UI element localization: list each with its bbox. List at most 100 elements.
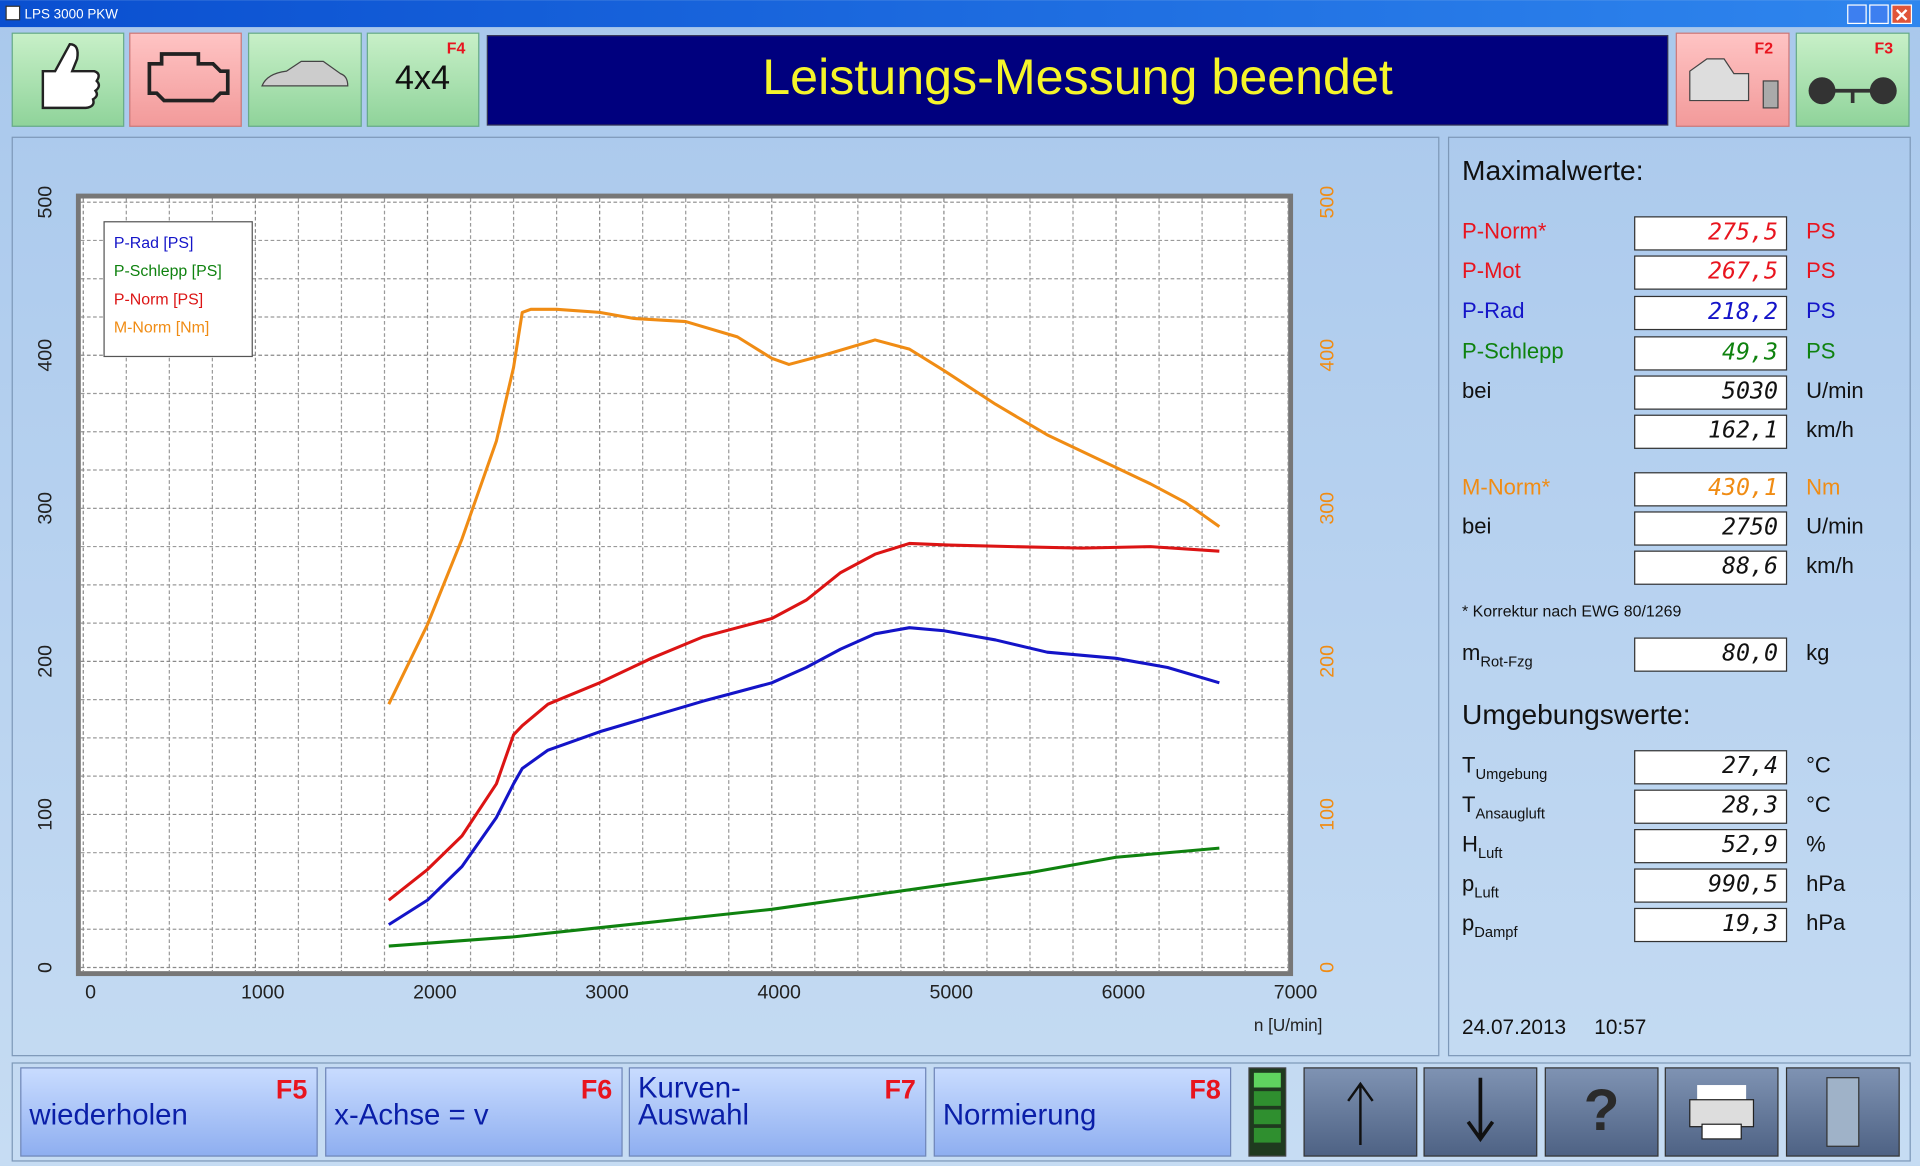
value: 990,5	[1708, 870, 1778, 897]
x-tick-label: 5000	[929, 981, 973, 1003]
y-tick-label: 300	[35, 492, 57, 525]
value: 80,0	[1722, 640, 1778, 667]
value: 28,3	[1722, 792, 1778, 819]
unit: PS	[1806, 219, 1835, 244]
panel-title: Umgebungswerte:	[1462, 699, 1691, 730]
value-box	[1634, 868, 1788, 903]
value: 19,3	[1722, 910, 1778, 937]
row-label: TUmgebung	[1462, 753, 1547, 784]
awd-button[interactable]	[366, 32, 480, 127]
row-label: bei	[1462, 378, 1491, 403]
symbol: H	[1462, 831, 1478, 856]
value-box	[1634, 472, 1788, 507]
unit: Nm	[1806, 475, 1840, 500]
symbol: p	[1462, 910, 1474, 935]
engine-button[interactable]	[129, 32, 242, 127]
unit: °C	[1806, 792, 1831, 817]
awd-label: 4x4	[395, 59, 450, 97]
row-label: P-Schlepp	[1462, 339, 1564, 364]
function-key[interactable]	[20, 1067, 318, 1157]
window-controls[interactable]	[1847, 4, 1913, 25]
x-axis-label: n [U/min]	[1254, 1015, 1323, 1035]
legend-entry: P-Schlepp [PS]	[114, 263, 222, 280]
subscript: Luft	[1478, 846, 1502, 862]
engine-icon	[147, 52, 230, 103]
x-tick-label: 6000	[1102, 981, 1146, 1003]
app-icon	[5, 5, 21, 21]
value: 162,1	[1708, 417, 1778, 444]
value: 430,1	[1708, 474, 1778, 501]
help-icon: ?	[1584, 1078, 1620, 1143]
key-hint: F5	[276, 1074, 307, 1104]
minimize[interactable]	[1847, 4, 1867, 25]
symbol: T	[1462, 792, 1475, 817]
indicator	[1248, 1067, 1287, 1157]
key-hint: F6	[581, 1074, 612, 1104]
function-key[interactable]	[933, 1067, 1232, 1157]
unit: PS	[1806, 298, 1835, 323]
block-icon	[1762, 80, 1779, 109]
key-hint: F3	[1874, 40, 1893, 57]
series-line	[388, 846, 1220, 948]
value: 267,5	[1708, 257, 1778, 284]
value-box	[1634, 829, 1788, 864]
unit: km/h	[1806, 553, 1854, 578]
value-box	[1634, 550, 1788, 585]
maximize[interactable]	[1869, 4, 1889, 25]
x-tick-label: 7000	[1274, 981, 1318, 1003]
y-tick-label: 0	[35, 962, 57, 973]
printer-icon	[1689, 1085, 1755, 1140]
subscript: Umgebung	[1476, 767, 1548, 783]
unit: %	[1806, 831, 1826, 856]
symbol: m	[1462, 640, 1480, 665]
y-tick-label: 100	[35, 798, 57, 831]
value-box	[1634, 414, 1788, 449]
value: 2750	[1722, 513, 1778, 540]
time: 10:57	[1594, 1016, 1646, 1039]
y2-tick-label: 0	[1317, 962, 1339, 973]
car-side-icon	[1689, 58, 1750, 102]
up-arrow	[1347, 1081, 1374, 1146]
row-label: P-Norm*	[1462, 219, 1547, 244]
symbol: T	[1462, 753, 1475, 778]
unit: PS	[1806, 258, 1835, 283]
subscript: Ansaugluft	[1476, 807, 1545, 823]
help-button[interactable]	[1544, 1067, 1659, 1157]
legend-entry: M-Norm [Nm]	[114, 320, 209, 337]
function-key[interactable]	[628, 1067, 927, 1157]
key-label: Auswahl	[638, 1099, 749, 1132]
rollers-icon	[1808, 77, 1897, 105]
x-tick-label: 1000	[241, 981, 285, 1003]
icon-buttons: ?	[1303, 1067, 1900, 1157]
value: 88,6	[1722, 553, 1778, 580]
key-hint: F4	[447, 40, 466, 57]
plot: 0 1000 2000 3000 4000 5000 6000 700001002003004…	[35, 186, 1339, 1035]
thumb-icon	[41, 42, 101, 110]
key-label: Kurven-	[638, 1072, 741, 1105]
x-tick-label: 3000	[585, 981, 629, 1003]
status-text: Leistungs-Messung beendet	[762, 49, 1393, 105]
unit: °C	[1806, 753, 1831, 778]
y-tick-label: 200	[35, 645, 57, 678]
function-key[interactable]	[325, 1067, 623, 1157]
window-title: LPS 3000 PKW	[24, 6, 118, 21]
value-box	[1634, 750, 1788, 785]
unit: U/min	[1806, 378, 1864, 403]
footnote: * Korrektur nach EWG 80/1269	[1462, 604, 1681, 621]
key-hint: F8	[1189, 1074, 1220, 1104]
key-label: wiederholen	[28, 1099, 187, 1132]
subscript: Rot-Fzg	[1480, 654, 1532, 670]
row-label: pDampf	[1462, 910, 1518, 941]
legend-entry: P-Norm [PS]	[114, 291, 203, 308]
x-tick-label: 2000	[413, 981, 457, 1003]
unit: hPa	[1806, 910, 1846, 935]
series-line	[387, 307, 1221, 705]
row-label: bei	[1462, 514, 1491, 539]
legend-box	[103, 221, 253, 358]
y2-tick-label: 100	[1317, 798, 1339, 831]
value-box	[1634, 637, 1788, 672]
toolbar: 4x4 F4 Leistungs-Messung beendet F2 F3	[11, 32, 1910, 127]
row-label: P-Rad	[1462, 298, 1524, 323]
